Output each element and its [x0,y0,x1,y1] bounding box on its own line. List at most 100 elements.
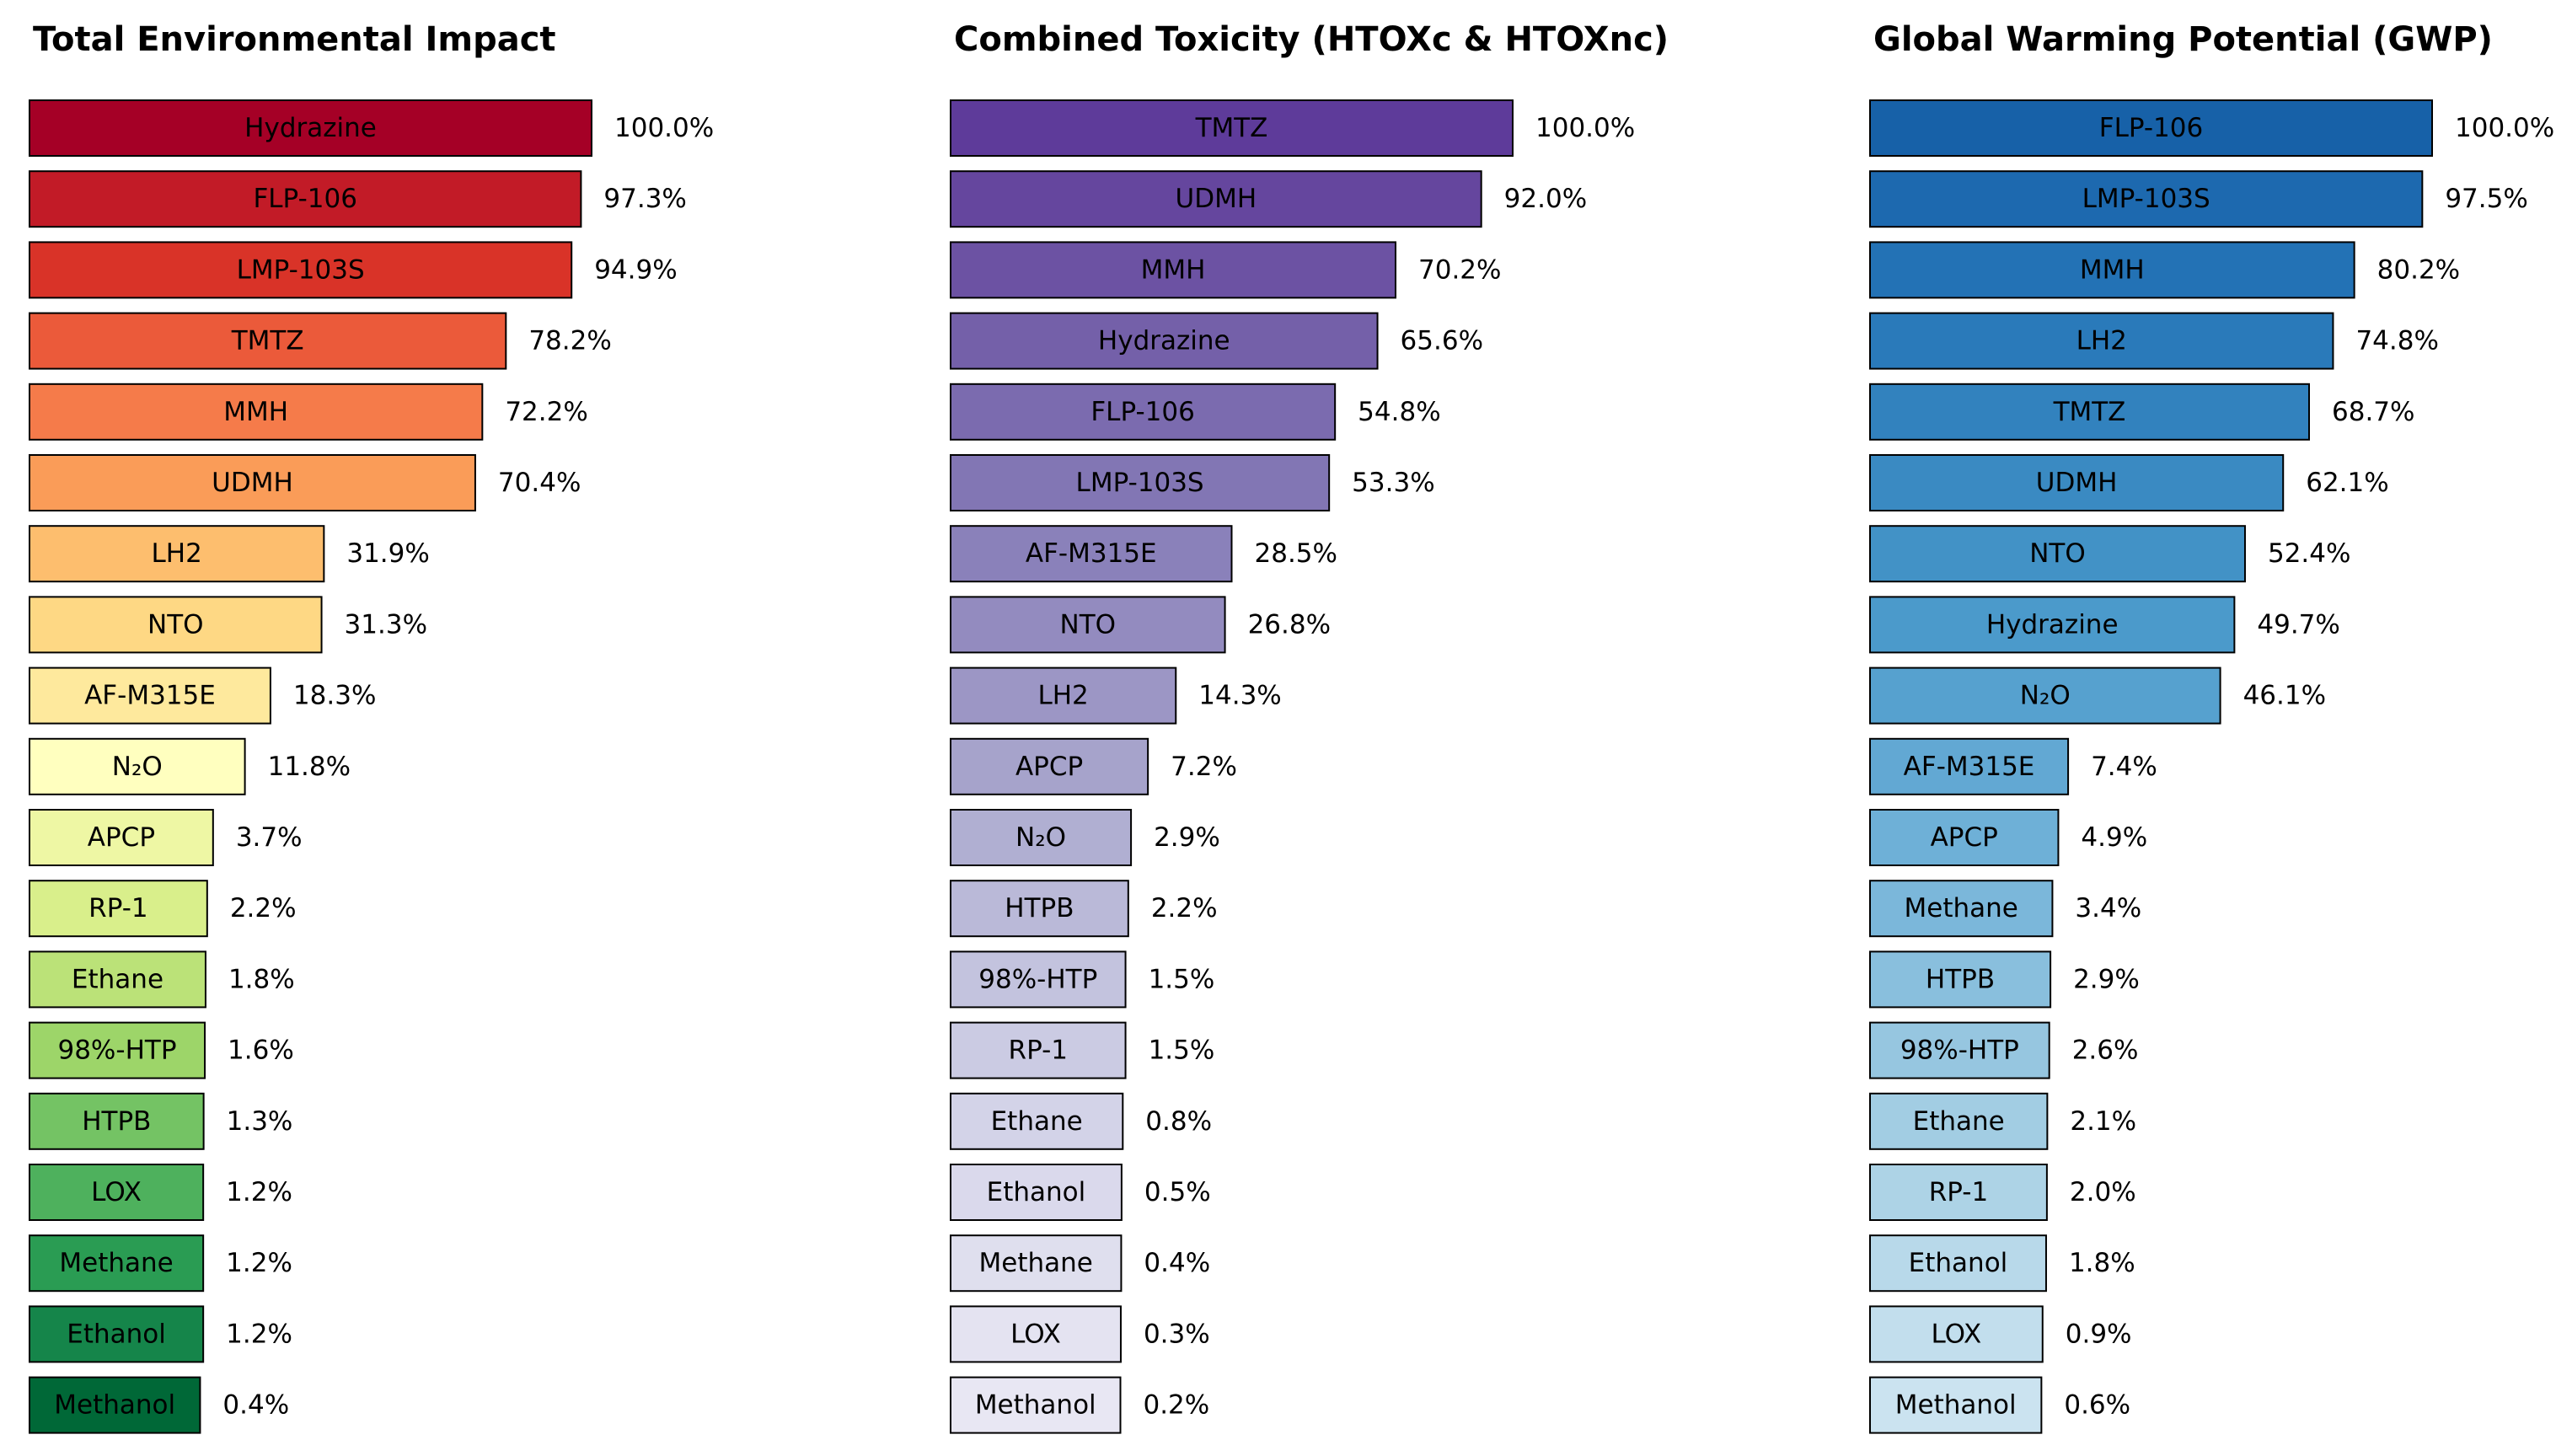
bar [1869,666,2221,725]
bar-label: NTO [1060,609,1117,640]
bar-label: MMH [1141,254,1206,285]
value-label: 52.4% [2268,538,2350,569]
bar [29,1164,205,1221]
value-label: 46.1% [2243,681,2326,711]
bar [950,1164,1123,1221]
bar-label: FLP-106 [1090,397,1194,427]
bar-label: HTPB [1926,964,1995,994]
bar-label: Ethane [72,964,163,994]
chart-title: Global Warming Potential (GWP) [1873,20,2493,59]
bar-label: Ethanol [987,1177,1086,1207]
bar [950,383,1337,441]
bar-label: 98%-HTP [1900,1036,2019,1066]
bar [1869,525,2246,583]
bar [1869,241,2355,299]
bar [950,596,1226,654]
bar [29,1234,205,1293]
bar-label: LH2 [152,538,202,569]
bar-label: LOX [1010,1319,1061,1349]
value-label: 2.1% [2070,1106,2136,1137]
bar [950,880,1129,938]
bar [950,170,1482,228]
bar-label: Methane [59,1248,173,1278]
bar-label: Methane [979,1248,1093,1278]
bar [1869,809,2060,866]
value-label: 7.4% [2091,752,2157,782]
bar-label: N₂O [1015,822,1066,853]
bar [1869,1234,2047,1293]
bar [950,1376,1122,1434]
bar [29,1021,206,1079]
bar [950,950,1127,1009]
value-label: 74.8% [2355,326,2438,356]
bar [29,950,206,1009]
value-label: 2.2% [1151,893,1218,923]
bar-label: Ethane [1913,1106,2005,1137]
bar [950,241,1397,299]
bar-label: MMH [223,397,288,427]
bar-label: NTO [2029,538,2086,569]
bar-label: UDMH [2036,468,2118,498]
bar [950,525,1233,583]
bar-label: Hydrazine [1986,609,2119,640]
value-label: 65.6% [1401,326,1483,356]
bar [1869,383,2311,441]
value-label: 0.9% [2066,1319,2132,1349]
bar-label: LOX [91,1177,142,1207]
bar [950,1021,1127,1079]
bar-label: Hydrazine [1098,326,1230,356]
bar-label: 98%-HTP [978,964,1097,994]
bar [950,1092,1124,1150]
value-label: 1.6% [228,1036,294,1066]
bar [29,596,323,654]
bar-label: N₂O [112,752,163,782]
bar-label: Ethanol [67,1319,166,1349]
value-label: 2.6% [2072,1036,2139,1066]
bar-label: Methanol [975,1390,1096,1421]
bar [1869,1092,2049,1150]
value-label: 31.9% [346,538,429,569]
value-label: 80.2% [2377,254,2460,285]
bar [950,737,1149,795]
bar-label: Methanol [1895,1390,2017,1421]
bar [29,454,476,511]
bar [1869,1164,2048,1221]
value-label: 78.2% [528,326,611,356]
value-label: 49.7% [2257,609,2339,640]
bar [1869,312,2334,370]
bar-label: LMP-103S [1076,468,1204,498]
bar [29,737,246,795]
value-label: 94.9% [594,254,677,285]
bar-label: AF-M315E [1026,538,1157,569]
bar [29,1092,205,1150]
value-label: 68.7% [2332,397,2414,427]
value-label: 1.3% [227,1106,293,1137]
bar-label: RP-1 [1009,1036,1068,1066]
bar-label: FLP-106 [253,184,356,214]
value-label: 3.4% [2075,893,2141,923]
value-label: 2.9% [2073,964,2140,994]
bar [29,241,573,299]
bar [950,1305,1122,1363]
bar-label: 98%-HTP [57,1036,176,1066]
value-label: 100.0% [1535,113,1635,143]
bar [1869,737,2070,795]
bar [1869,99,2433,157]
value-label: 72.2% [505,397,587,427]
bar-label: N₂O [2020,681,2071,711]
bar [950,312,1379,370]
value-label: 11.8% [268,752,351,782]
bar [1869,454,2285,511]
value-label: 4.9% [2081,822,2147,853]
bar-label: LOX [1931,1319,1981,1349]
bar-label: RP-1 [1929,1177,1988,1207]
value-label: 54.8% [1358,397,1440,427]
bar [29,525,325,583]
value-label: 18.3% [293,681,376,711]
value-label: 0.4% [222,1390,289,1421]
bar-label: LMP-103S [237,254,365,285]
value-label: 100.0% [2455,113,2554,143]
value-label: 2.9% [1154,822,1220,853]
bar [29,170,582,228]
value-label: 70.4% [498,468,581,498]
